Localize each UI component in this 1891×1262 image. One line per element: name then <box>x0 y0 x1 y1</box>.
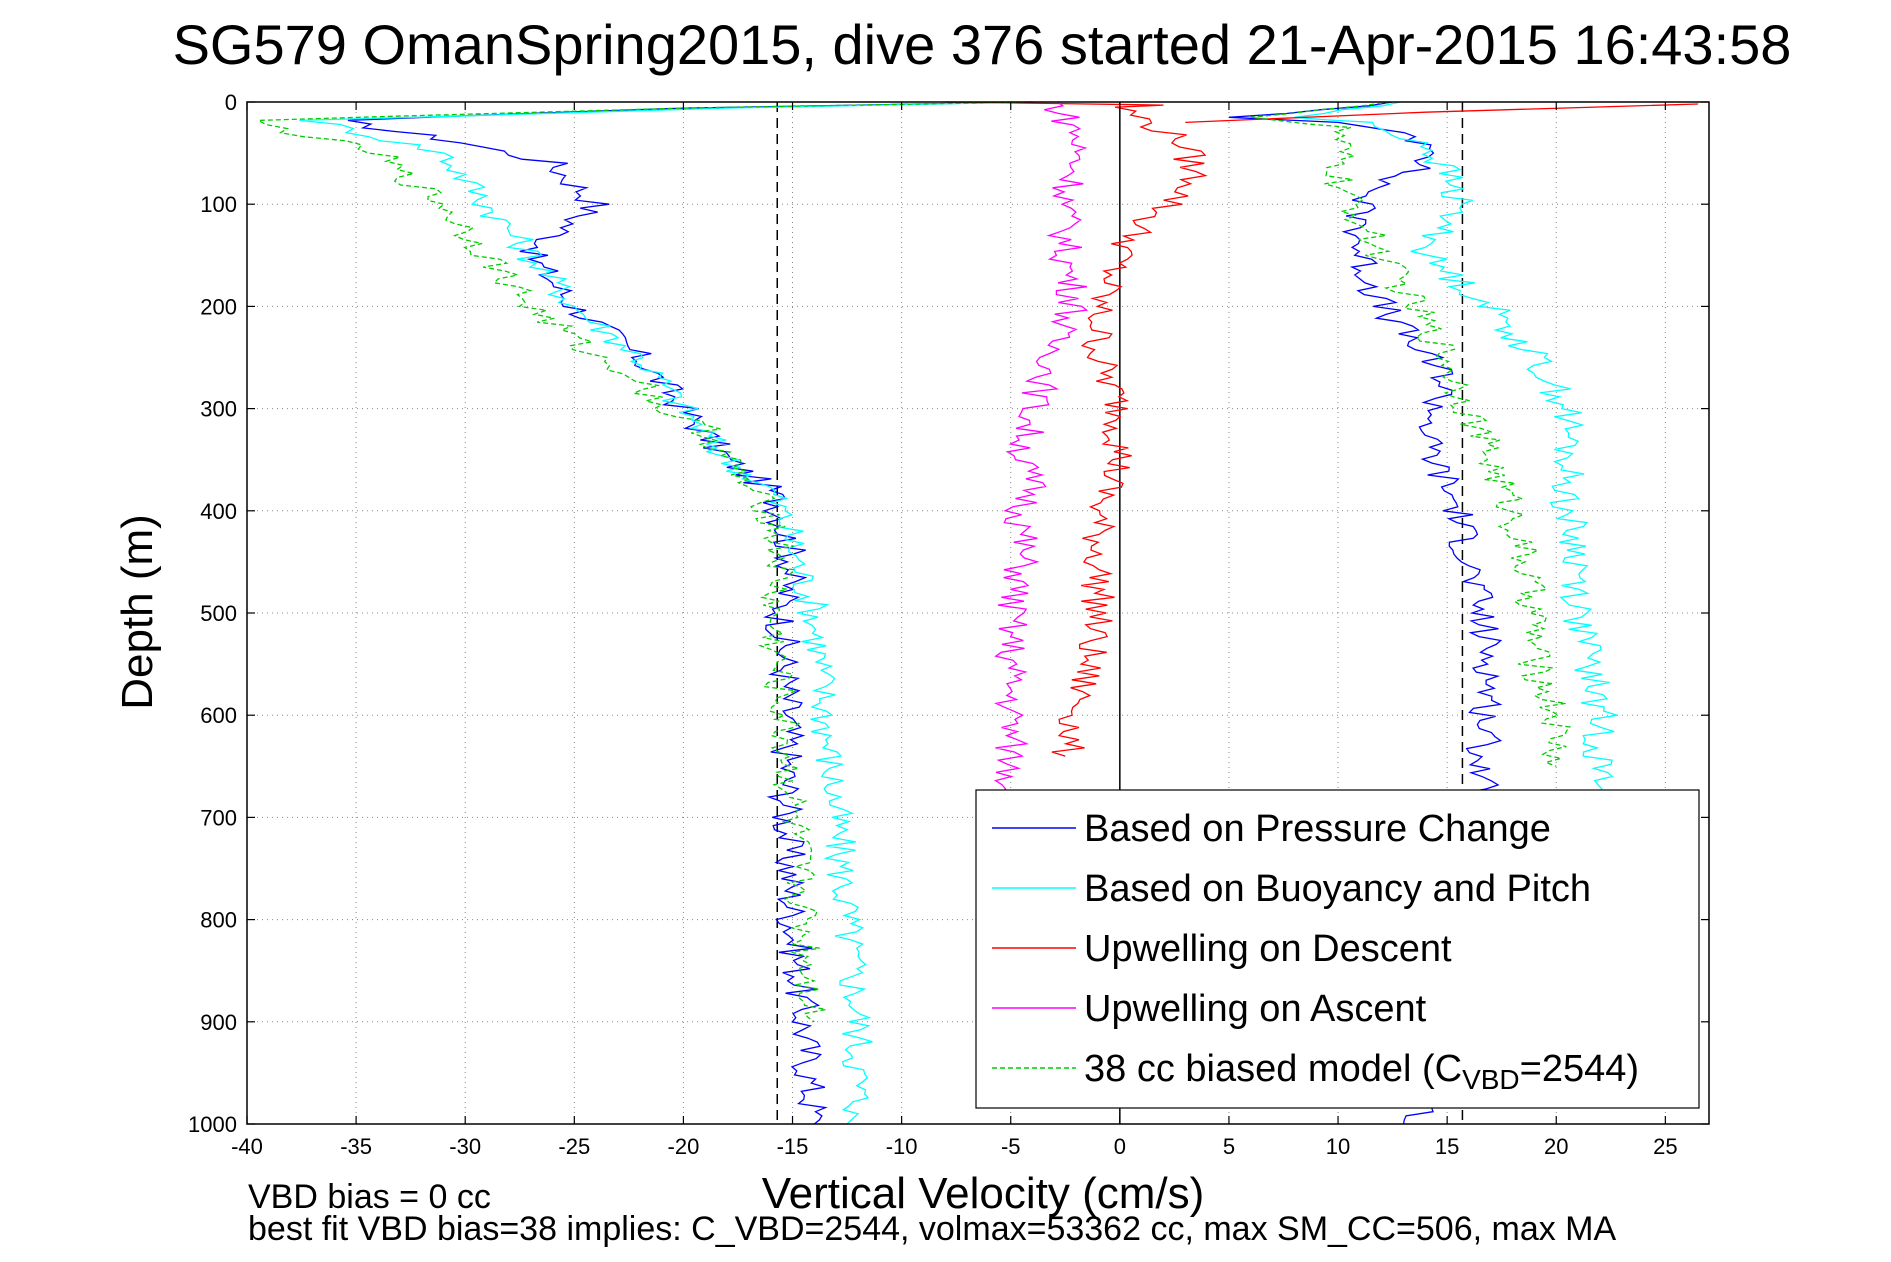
x-tick-label: 10 <box>1326 1134 1350 1159</box>
x-tick-label: 5 <box>1223 1134 1235 1159</box>
legend: Based on Pressure Change Based on Buoyanc… <box>975 789 1700 1109</box>
series-line <box>1185 103 1699 124</box>
legend-box <box>975 789 1700 1109</box>
footer-vbd-bias: VBD bias = 0 cc <box>248 1178 491 1216</box>
x-tick-label: 15 <box>1435 1134 1459 1159</box>
x-tick-label: 20 <box>1544 1134 1568 1159</box>
series-line <box>299 101 1033 1125</box>
y-tick-label: 0 <box>225 90 237 115</box>
x-tick-label: -30 <box>449 1134 481 1159</box>
x-tick-label: 25 <box>1653 1134 1677 1159</box>
x-tick-label: -40 <box>231 1134 263 1159</box>
x-tick-label: -20 <box>668 1134 700 1159</box>
y-axis-label: Depth (m) <box>113 514 162 710</box>
y-tick-label: 300 <box>200 397 237 422</box>
x-tick-label: -15 <box>777 1134 809 1159</box>
legend-entry-label: Upwelling on Ascent <box>1084 988 1427 1030</box>
y-axis-ticks: 0 100 200 300 400 500 600 700 800 900 1000 <box>188 90 1709 1137</box>
series-lines <box>256 101 1699 1125</box>
legend-entry-label: 38 cc biased model (CVBD=2544) <box>1084 1048 1639 1095</box>
y-tick-label: 200 <box>200 294 237 319</box>
y-tick-label: 1000 <box>188 1112 237 1137</box>
series-line <box>945 101 1208 757</box>
y-tick-label: 500 <box>200 601 237 626</box>
chart-title: SG579 OmanSpring2015, dive 376 started 2… <box>173 13 1792 76</box>
y-tick-label: 100 <box>200 192 237 217</box>
series-line <box>1294 101 1618 798</box>
series-line <box>347 101 1033 1125</box>
legend-entry-label: Based on Pressure Change <box>1084 808 1551 850</box>
legend-entry-label: Based on Buoyancy and Pitch <box>1084 868 1591 910</box>
x-tick-label: -10 <box>886 1134 918 1159</box>
x-axis-ticks: -40 -35 -30 -25 -20 -15 -10 -5 0 5 10 15 20 25 <box>231 102 1678 1159</box>
y-tick-label: 900 <box>200 1010 237 1035</box>
x-tick-label: -25 <box>558 1134 590 1159</box>
footer-best-fit: best fit VBD bias=38 implies: C_VBD=2544… <box>248 1210 1617 1248</box>
legend-entry-label: Upwelling on Descent <box>1084 928 1452 970</box>
y-tick-label: 600 <box>200 703 237 728</box>
y-tick-label: 400 <box>200 499 237 524</box>
series-line <box>1250 101 1572 767</box>
y-tick-label: 700 <box>200 805 237 830</box>
series-line <box>256 101 1033 1023</box>
x-tick-label: -35 <box>340 1134 372 1159</box>
x-tick-label: -5 <box>1001 1134 1021 1159</box>
x-axis-label: Vertical Velocity (cm/s) <box>762 1169 1205 1218</box>
series-line <box>993 101 1089 798</box>
y-tick-label: 800 <box>200 908 237 933</box>
x-tick-label: 0 <box>1114 1134 1126 1159</box>
